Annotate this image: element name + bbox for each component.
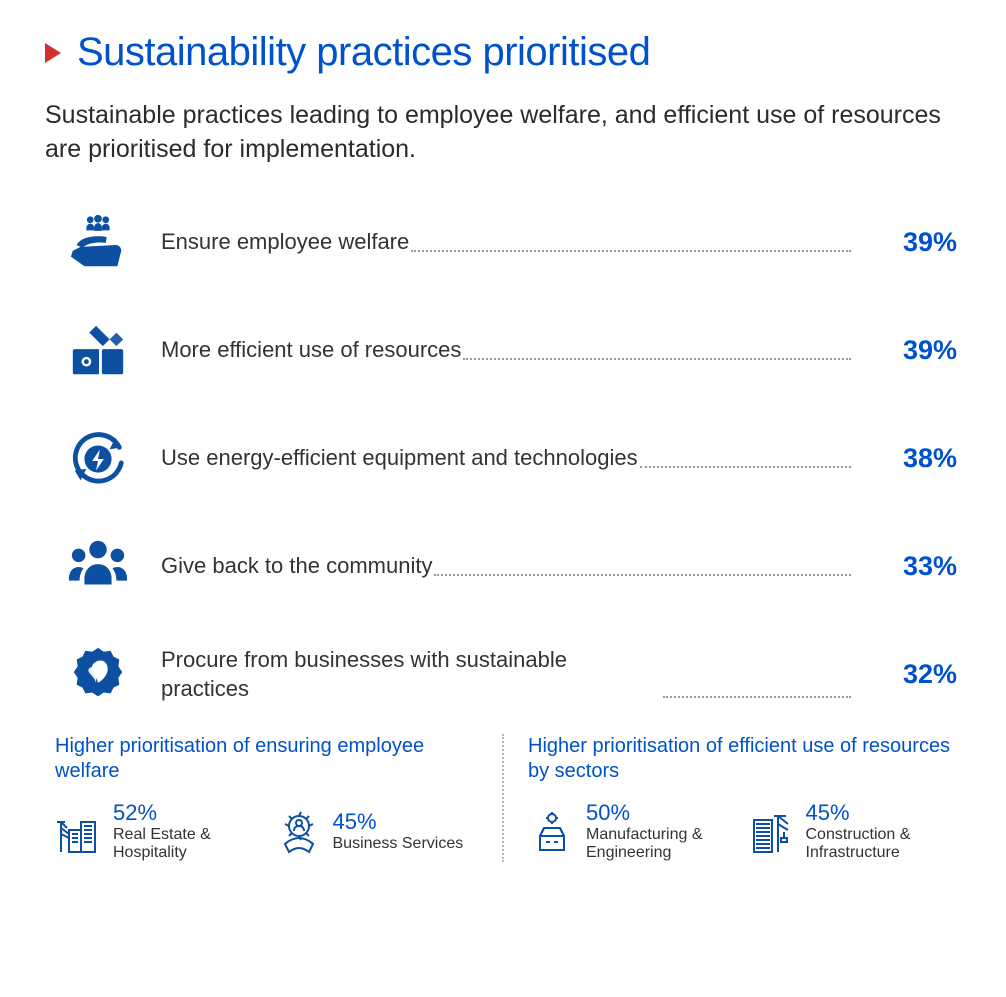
community-icon xyxy=(67,536,129,598)
sector-name: Real Estate & Hospitality xyxy=(113,826,265,863)
business-services-icon xyxy=(275,808,323,856)
sector-group-heading: Higher prioritisation of ensuring employ… xyxy=(55,734,484,784)
practice-label: Give back to the community xyxy=(161,552,432,581)
practice-pct: 39% xyxy=(887,227,957,258)
sector-pct: 50% xyxy=(586,802,738,824)
sector-name: Business Services xyxy=(333,835,464,853)
practice-row: Ensure employee welfare 39% xyxy=(67,212,957,274)
sector-group: Higher prioritisation of efficient use o… xyxy=(502,734,957,863)
sector-group-heading: Higher prioritisation of efficient use o… xyxy=(528,734,957,784)
leader-dots xyxy=(640,466,851,468)
sector-item: 45% Construction & Infrastructure xyxy=(748,802,958,863)
sector-item: 45% Business Services xyxy=(275,802,485,863)
practice-label: Procure from businesses with sustainable… xyxy=(161,646,661,703)
sector-pct: 52% xyxy=(113,802,265,824)
leader-dots xyxy=(434,574,851,576)
procure-icon xyxy=(67,644,129,706)
sector-item: 52% Real Estate & Hospitality xyxy=(55,802,265,863)
leader-dots xyxy=(663,696,851,698)
sector-group: Higher prioritisation of ensuring employ… xyxy=(55,734,502,863)
employee-welfare-icon xyxy=(67,212,129,274)
practice-row: Use energy-efficient equipment and techn… xyxy=(67,428,957,490)
practice-list: Ensure employee welfare 39% More efficie… xyxy=(45,212,961,706)
practice-pct: 39% xyxy=(887,335,957,366)
practice-row: Procure from businesses with sustainable… xyxy=(67,644,957,706)
bullet-triangle-icon xyxy=(45,43,61,63)
energy-icon xyxy=(67,428,129,490)
practice-pct: 32% xyxy=(887,659,957,690)
practice-label: Ensure employee welfare xyxy=(161,228,409,257)
page-subtitle: Sustainable practices leading to employe… xyxy=(45,99,955,167)
practice-pct: 38% xyxy=(887,443,957,474)
practice-label: Use energy-efficient equipment and techn… xyxy=(161,444,638,473)
page-title: Sustainability practices prioritised xyxy=(77,30,650,75)
sector-name: Manufacturing & Engineering xyxy=(586,826,738,863)
sector-name: Construction & Infrastructure xyxy=(806,826,958,863)
resources-icon xyxy=(67,320,129,382)
real-estate-icon xyxy=(55,808,103,856)
sector-pct: 45% xyxy=(333,811,464,833)
practice-row: More efficient use of resources 39% xyxy=(67,320,957,382)
sector-pct: 45% xyxy=(806,802,958,824)
practice-row: Give back to the community 33% xyxy=(67,536,957,598)
sector-item: 50% Manufacturing & Engineering xyxy=(528,802,738,863)
leader-dots xyxy=(411,250,851,252)
manufacturing-icon xyxy=(528,808,576,856)
leader-dots xyxy=(463,358,851,360)
practice-label: More efficient use of resources xyxy=(161,336,461,365)
practice-pct: 33% xyxy=(887,551,957,582)
header: Sustainability practices prioritised xyxy=(45,30,961,75)
construction-icon xyxy=(748,808,796,856)
sector-groups: Higher prioritisation of ensuring employ… xyxy=(45,734,961,863)
